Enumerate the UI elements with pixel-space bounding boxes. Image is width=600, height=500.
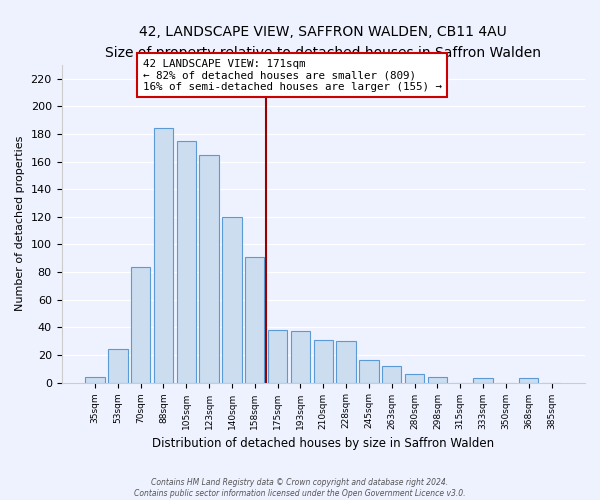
Y-axis label: Number of detached properties: Number of detached properties (15, 136, 25, 312)
Bar (428, 377, 447, 382)
Bar (245, 257, 265, 382)
Bar (519, 378, 538, 382)
Bar (337, 341, 356, 382)
Bar (405, 374, 424, 382)
Bar (131, 266, 151, 382)
Text: 42 LANDSCAPE VIEW: 171sqm
← 82% of detached houses are smaller (809)
16% of semi: 42 LANDSCAPE VIEW: 171sqm ← 82% of detac… (143, 58, 442, 92)
Bar (359, 360, 379, 382)
Bar (199, 154, 219, 382)
Bar (314, 340, 333, 382)
Bar (473, 378, 493, 382)
Bar (85, 377, 105, 382)
Bar (268, 330, 287, 382)
Text: Contains HM Land Registry data © Crown copyright and database right 2024.
Contai: Contains HM Land Registry data © Crown c… (134, 478, 466, 498)
Bar (108, 350, 128, 382)
X-axis label: Distribution of detached houses by size in Saffron Walden: Distribution of detached houses by size … (152, 437, 494, 450)
Title: 42, LANDSCAPE VIEW, SAFFRON WALDEN, CB11 4AU
Size of property relative to detach: 42, LANDSCAPE VIEW, SAFFRON WALDEN, CB11… (105, 25, 541, 59)
Bar (222, 217, 242, 382)
Bar (154, 128, 173, 382)
Bar (176, 141, 196, 382)
Bar (382, 366, 401, 382)
Bar (291, 332, 310, 382)
